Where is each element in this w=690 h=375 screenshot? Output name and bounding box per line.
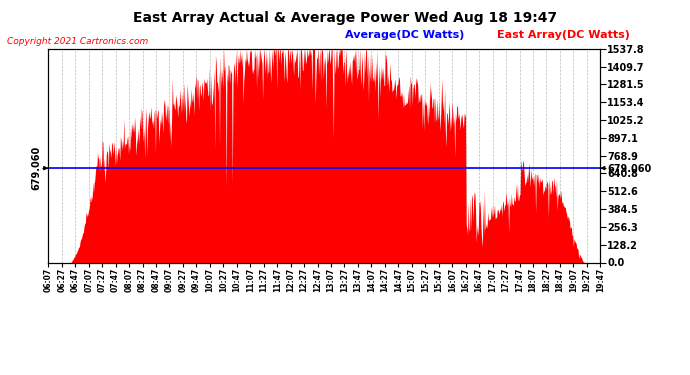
Text: East Array(DC Watts): East Array(DC Watts) <box>497 30 630 40</box>
Text: East Array Actual & Average Power Wed Aug 18 19:47: East Array Actual & Average Power Wed Au… <box>133 11 557 25</box>
Text: Copyright 2021 Cartronics.com: Copyright 2021 Cartronics.com <box>7 38 148 46</box>
Text: Average(DC Watts): Average(DC Watts) <box>345 30 464 40</box>
